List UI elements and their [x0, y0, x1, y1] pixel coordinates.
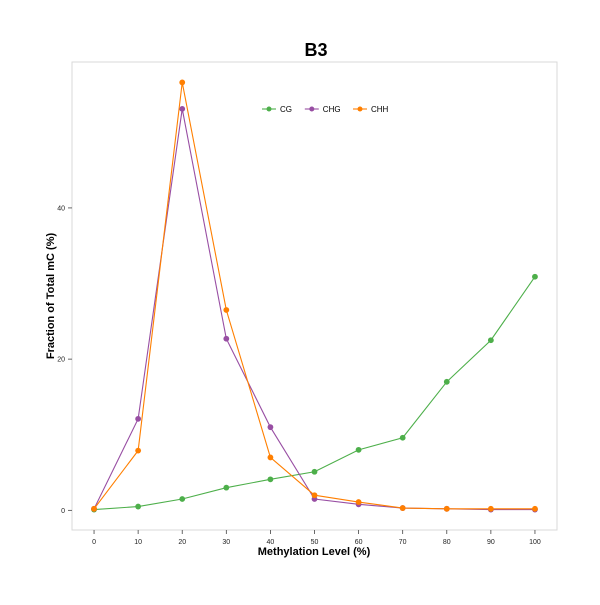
x-axis-label: Methylation Level (%)	[258, 546, 371, 558]
legend-marker-chg	[309, 106, 315, 112]
data-point-chg	[223, 335, 230, 342]
data-point-chh	[267, 454, 274, 461]
legend-label-cg: CG	[280, 105, 292, 114]
data-point-chh	[487, 505, 494, 512]
x-tick-label: 70	[399, 539, 407, 546]
data-point-cg	[487, 337, 494, 344]
data-point-chh	[179, 79, 186, 86]
data-point-chh	[399, 505, 406, 511]
plot-area: 0 10 20 30 40 50 60 70 80 90 100 0 20 40 CG CHG CHH	[57, 61, 558, 546]
y-tick-label: 20	[57, 357, 65, 364]
data-point-chh	[223, 307, 230, 313]
data-point-chh	[311, 492, 318, 499]
legend-marker-cg	[266, 106, 272, 112]
data-point-cg	[443, 378, 450, 385]
y-axis-label: Fraction of Total mC (%)	[45, 233, 57, 360]
x-tick-label: 80	[443, 539, 451, 546]
data-point-chg	[135, 415, 142, 422]
x-tick-label: 10	[134, 539, 142, 546]
x-tick-label: 40	[267, 539, 275, 546]
data-point-cg	[267, 476, 274, 483]
chart-title: B3	[304, 40, 327, 60]
data-point-chh	[355, 499, 362, 505]
data-point-chh	[443, 505, 450, 512]
x-tick-label: 0	[92, 539, 96, 546]
x-tick-label: 90	[487, 539, 495, 546]
data-point-cg	[399, 434, 406, 441]
data-point-chh	[532, 505, 538, 512]
data-point-chh	[135, 447, 142, 454]
data-point-cg	[135, 503, 142, 510]
data-point-cg	[355, 446, 362, 453]
data-point-cg	[223, 484, 230, 491]
x-tick-label: 50	[311, 539, 319, 546]
x-tick-label: 60	[355, 539, 363, 546]
x-tick-label: 100	[529, 539, 541, 546]
data-point-chh	[91, 505, 97, 512]
data-point-chg	[267, 424, 274, 431]
legend-label-chg: CHG	[323, 105, 341, 114]
legend-label-chh: CHH	[371, 105, 389, 114]
data-point-cg	[311, 468, 318, 475]
y-tick-label: 40	[57, 205, 65, 212]
data-point-cg	[179, 496, 186, 502]
x-tick-label: 30	[222, 539, 230, 546]
data-point-chg	[179, 105, 186, 112]
legend-marker-chh	[357, 106, 363, 112]
y-tick-label: 0	[61, 508, 65, 515]
x-tick-label: 20	[178, 539, 186, 546]
data-point-cg	[532, 273, 538, 280]
